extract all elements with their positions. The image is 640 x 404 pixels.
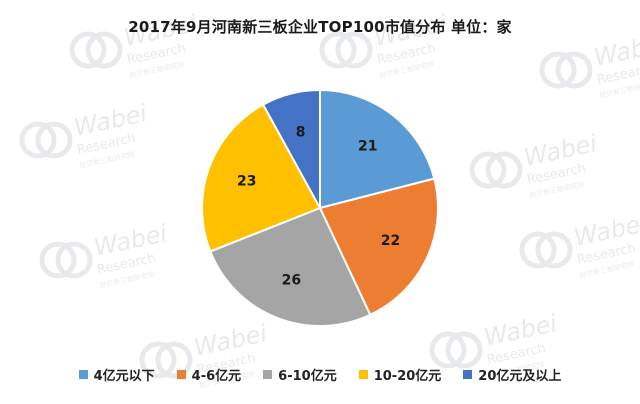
legend-label: 6-10亿元 (278, 369, 337, 384)
pie-slice-2 (318, 177, 439, 317)
legend-swatch (358, 370, 368, 379)
slice-data-label: 26 (282, 272, 301, 288)
slice-data-label: 8 (296, 125, 306, 141)
legend-item: 4亿元以下 (78, 365, 155, 384)
legend-label: 4-6亿元 (191, 369, 242, 384)
legend-label: 20亿元及以上 (478, 369, 562, 384)
pie-slice-1 (319, 88, 436, 210)
legend-item: 20亿元及以上 (463, 365, 561, 384)
legend-label: 10-20亿元 (373, 369, 442, 384)
slice-data-label: 23 (237, 174, 256, 190)
slice-data-label: 22 (381, 233, 400, 249)
pie-slice-3 (208, 206, 372, 327)
pie-slice-5 (261, 88, 321, 209)
legend-item: 10-20亿元 (358, 365, 442, 384)
legend-item: 4-6亿元 (176, 365, 242, 384)
chart-legend: 4亿元以下 4-6亿元 6-10亿元 10-20亿元 20亿元及以上 (0, 365, 640, 384)
legend-swatch (263, 370, 273, 379)
legend-swatch (463, 370, 473, 379)
chart-title: 2017年9月河南新三板企业TOP100市值分布 单位：家 (128, 18, 512, 36)
legend-label: 4亿元以下 (93, 369, 155, 384)
legend-item: 6-10亿元 (263, 365, 337, 384)
legend-swatch (78, 370, 88, 379)
legend-swatch (176, 370, 186, 379)
pie-slice-4 (201, 103, 322, 253)
slice-data-label: 21 (358, 138, 377, 154)
